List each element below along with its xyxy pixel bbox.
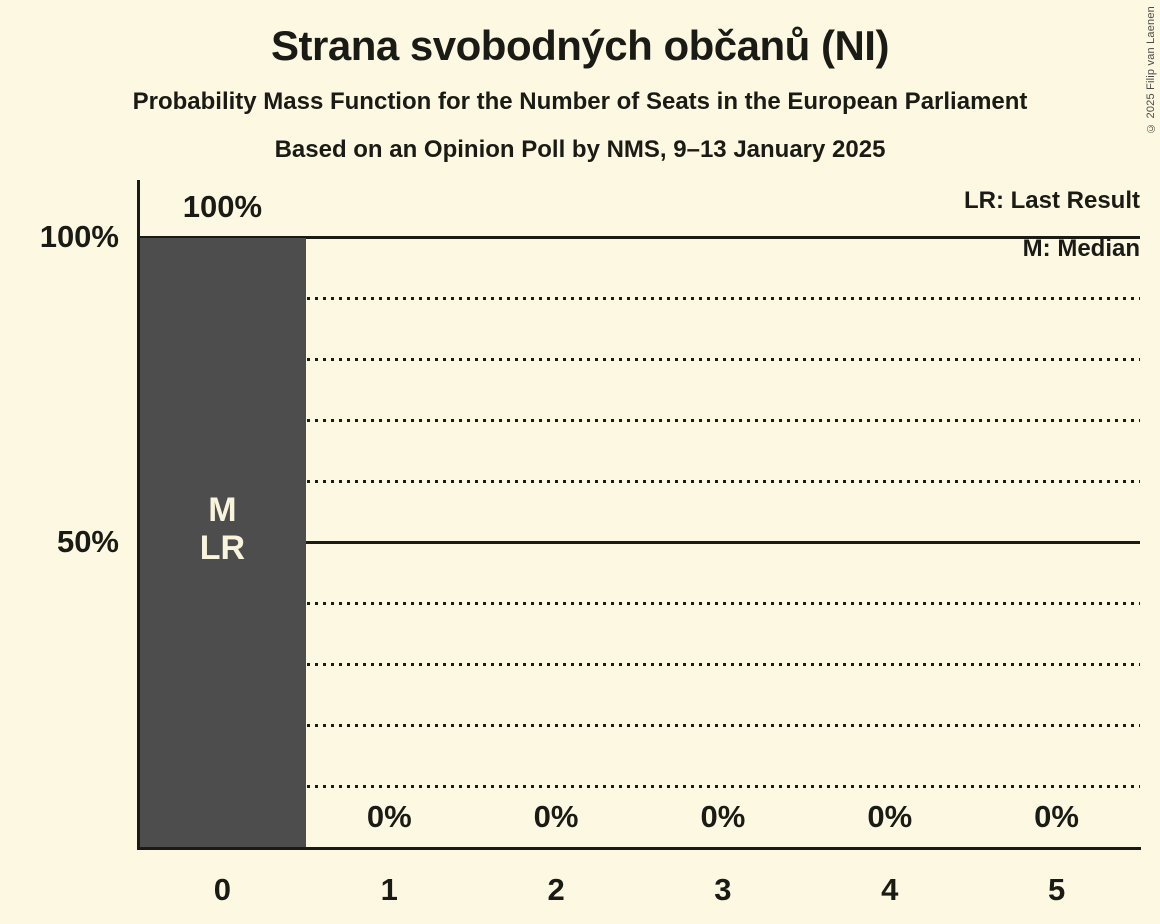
y-axis-line [137, 180, 140, 850]
x-tick-5: 5 [1047, 872, 1066, 907]
y-tick-50: 50% [56, 523, 119, 559]
y-tick-100: 100% [39, 218, 119, 254]
bar-annotation-seats-0: M LR [139, 491, 306, 567]
gridline-dotted-70 [139, 419, 1140, 423]
value-label-seats-1: 0% [366, 799, 412, 834]
gridline-dotted-80 [139, 358, 1140, 362]
gridline-dotted-90 [139, 297, 1140, 301]
poll-source-line: Based on an Opinion Poll by NMS, 9–13 Ja… [274, 136, 886, 163]
y-axis-labels: 100% 50% [0, 180, 119, 848]
x-axis-labels: 0 1 2 3 4 5 [139, 872, 1140, 908]
value-label-seats-3: 0% [700, 799, 746, 834]
x-tick-3: 3 [714, 872, 732, 907]
x-tick-1: 1 [380, 872, 398, 907]
copyright-notice: © 2025 Filip van Laenen [1145, 6, 1157, 134]
gridline-solid-100 [139, 236, 1140, 239]
x-tick-2: 2 [547, 872, 565, 907]
gridline-dotted-30 [139, 663, 1140, 667]
plot-area: 100% M LR 0% 0% 0% 0% 0% [139, 180, 1140, 848]
x-tick-4: 4 [881, 872, 899, 907]
gridline-solid-50 [139, 541, 1140, 545]
x-tick-0: 0 [213, 872, 232, 907]
bar-seats-0 [139, 237, 306, 848]
value-label-seats-5: 0% [1034, 799, 1079, 834]
bar-annotation-label: LR [199, 529, 246, 567]
gridline-dotted-60 [139, 480, 1140, 484]
gridline-dotted-20 [139, 724, 1140, 728]
value-label-seats-2: 0% [533, 799, 579, 834]
gridline-dotted-40 [139, 602, 1140, 606]
legend-last-result: LR: Last Result [963, 187, 1140, 214]
x-axis-line [137, 847, 1141, 850]
legend-median: M: Median [1022, 235, 1140, 262]
value-label-seats-4: 0% [867, 799, 913, 834]
value-label-seats-0: 100% [182, 188, 263, 224]
page-title: Strana svobodných občanů (NI) [271, 22, 889, 69]
gridline-dotted-10 [139, 785, 1140, 789]
bar-annotation-label: M [208, 491, 237, 529]
chart-subtitle: Probability Mass Function for the Number… [132, 88, 1028, 115]
